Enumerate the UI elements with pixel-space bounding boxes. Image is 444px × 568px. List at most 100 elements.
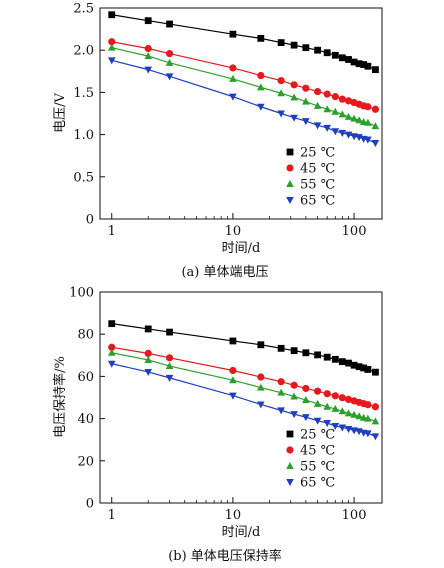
data-point-a-0-7 (302, 44, 310, 52)
data-point-b-2-10 (331, 404, 340, 412)
data-point-a-1-16 (364, 103, 372, 111)
data-point-b-0-9 (323, 353, 331, 361)
data-point-a-1-9 (323, 90, 331, 98)
panel-caption-b: (b) 单体电压保持率 (168, 548, 282, 564)
ticks-b: 0 20 40 60 80 100 1 10 100 (69, 286, 366, 524)
data-point-b-2-17 (371, 417, 380, 425)
data-point-a-0-4 (257, 34, 265, 42)
data-point-b-3-9 (323, 420, 331, 428)
data-point-b-3-17 (371, 433, 380, 441)
data-point-a-0-17 (372, 66, 379, 74)
legend-marker-a-3 (286, 197, 294, 204)
legend-label-a-3: 65 ℃ (300, 194, 335, 209)
data-point-a-3-7 (302, 118, 310, 126)
data-point-b-2-9 (323, 402, 331, 410)
y-tick-label-a-4: 2.0 (73, 44, 94, 59)
data-point-b-0-13 (350, 361, 358, 369)
data-point-a-3-8 (313, 122, 322, 130)
series-layer-b (107, 320, 380, 441)
legend-marker-a-2 (286, 180, 294, 187)
y-tick-label-a-2: 1.0 (73, 128, 94, 143)
x-axis-label-a: 时间/d (222, 241, 261, 256)
x-tick-label-a-2: 100 (342, 224, 367, 239)
data-point-b-2-11 (338, 407, 347, 415)
y-axis-label-a: 电压/V (53, 93, 68, 133)
data-point-a-0-3 (229, 30, 237, 38)
data-point-a-2-1 (144, 52, 153, 60)
data-point-a-1-8 (314, 87, 322, 96)
y-axis-label-b: 电压保持率/% (52, 356, 68, 438)
chart-panel-a: 00.51.01.52.02.51 10 100 25 ℃45 ℃55 ℃65 ℃ … (53, 2, 383, 280)
data-point-a-1-12 (344, 97, 353, 105)
data-point-a-0-10 (331, 51, 339, 59)
data-point-a-1-10 (331, 93, 339, 101)
data-point-a-2-9 (323, 105, 331, 113)
data-point-a-0-13 (350, 58, 358, 66)
data-point-a-1-11 (338, 95, 346, 103)
data-point-a-1-0 (108, 38, 116, 46)
data-point-b-3-6 (290, 411, 298, 419)
data-point-b-3-3 (229, 392, 237, 400)
legend-label-b-3: 65 ℃ (300, 476, 335, 491)
legend-marker-b-0 (286, 430, 294, 438)
data-point-b-2-0 (107, 348, 116, 356)
data-point-b-1-9 (323, 390, 331, 398)
data-point-b-1-11 (338, 394, 346, 402)
data-point-b-3-10 (331, 422, 340, 430)
data-point-a-0-11 (338, 54, 346, 62)
data-point-a-1-17 (371, 105, 380, 113)
data-point-a-2-13 (350, 114, 358, 122)
data-point-b-2-8 (313, 399, 322, 407)
data-point-a-2-0 (107, 43, 116, 51)
data-point-b-0-17 (372, 368, 379, 376)
y-tick-label-b-0: 0 (86, 497, 94, 512)
legend-marker-a-1 (286, 164, 294, 172)
data-point-a-2-7 (302, 97, 310, 105)
data-point-a-3-5 (277, 110, 285, 118)
data-point-b-1-6 (290, 381, 298, 389)
data-point-a-1-3 (229, 64, 237, 72)
ticks-a: 0 0.5 1.0 1.5 2.0 2.5 1 10 100 (73, 2, 366, 240)
legend-marker-a-0 (286, 148, 294, 156)
legend-marker-b-1 (286, 446, 294, 454)
data-point-a-1-2 (165, 49, 174, 58)
data-point-b-0-15 (360, 364, 368, 372)
data-point-a-1-1 (144, 44, 152, 53)
data-point-a-2-16 (364, 118, 372, 126)
data-point-b-2-3 (229, 376, 237, 384)
data-point-a-2-4 (257, 83, 265, 91)
data-point-a-0-8 (314, 46, 322, 54)
x-tick-label-a-1: 10 (225, 224, 242, 239)
y-tick-label-b-2: 40 (77, 412, 94, 427)
data-point-a-3-1 (144, 66, 153, 74)
y-tick-label-b-5: 100 (69, 286, 94, 301)
data-point-b-2-14 (355, 412, 363, 420)
data-point-a-0-15 (360, 61, 368, 68)
data-point-b-3-2 (165, 374, 174, 382)
data-point-b-3-5 (277, 407, 285, 415)
data-point-b-0-7 (302, 349, 310, 357)
data-point-b-2-13 (350, 410, 358, 418)
data-point-a-0-1 (144, 17, 152, 25)
data-point-b-1-4 (257, 373, 265, 381)
data-point-b-0-4 (257, 341, 265, 349)
x-tick-label-b-2: 100 (342, 508, 367, 523)
data-point-b-2-12 (344, 409, 353, 417)
legend-marker-b-3 (286, 479, 294, 486)
y-tick-label-a-0: 0 (86, 213, 94, 228)
data-point-a-0-2 (166, 20, 173, 28)
data-point-b-1-0 (108, 343, 116, 351)
data-point-a-3-9 (323, 124, 331, 132)
data-point-b-1-8 (314, 387, 322, 395)
data-point-b-2-2 (165, 362, 174, 370)
data-point-a-0-0 (108, 11, 116, 19)
data-point-a-0-9 (323, 49, 331, 57)
data-point-b-1-10 (331, 392, 339, 400)
data-point-b-0-16 (364, 366, 372, 373)
y-tick-label-b-3: 60 (77, 370, 94, 385)
legend-label-a-2: 55 ℃ (300, 178, 335, 193)
data-point-b-2-6 (290, 392, 298, 400)
y-tick-label-a-5: 2.5 (73, 2, 94, 17)
data-point-a-2-14 (355, 116, 363, 124)
